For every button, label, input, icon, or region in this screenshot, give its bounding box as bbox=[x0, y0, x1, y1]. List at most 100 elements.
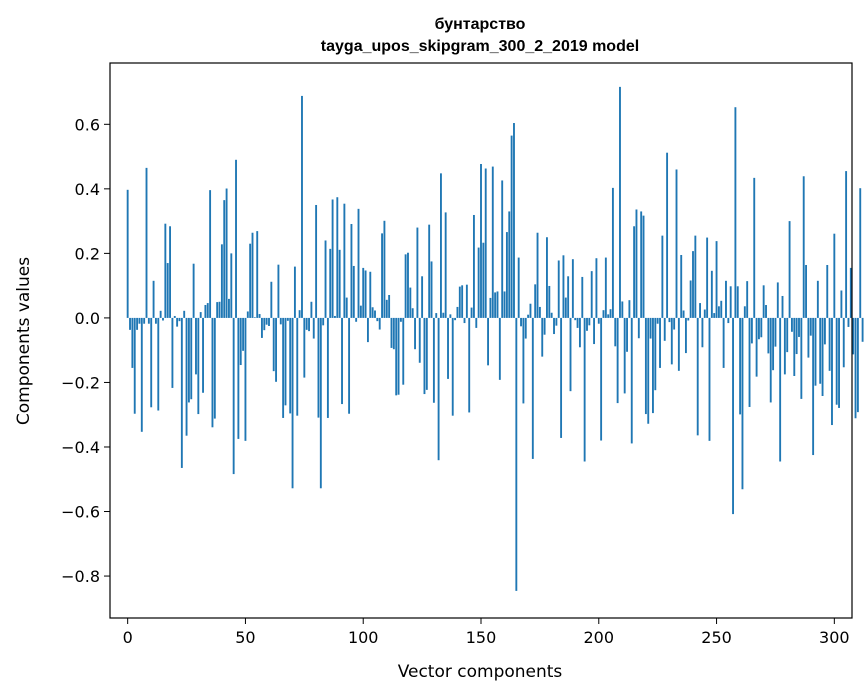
bar-243 bbox=[699, 303, 701, 318]
bar-226 bbox=[659, 317, 661, 368]
bar-180 bbox=[550, 312, 553, 318]
bar-2 bbox=[131, 317, 134, 368]
bar-255 bbox=[727, 317, 730, 324]
bar-220 bbox=[644, 317, 647, 415]
bar-292 bbox=[814, 317, 817, 386]
bar-120 bbox=[409, 287, 412, 318]
bar-157 bbox=[496, 291, 499, 318]
bar-296 bbox=[823, 317, 826, 345]
bar-234 bbox=[677, 317, 680, 371]
bar-164 bbox=[513, 123, 515, 318]
bar-272 bbox=[767, 317, 770, 354]
bar-82 bbox=[319, 317, 322, 489]
x-tick-label: 300 bbox=[819, 628, 850, 647]
bar-214 bbox=[630, 317, 633, 444]
bar-205 bbox=[609, 309, 612, 318]
bar-280 bbox=[786, 317, 789, 353]
bar-97 bbox=[355, 317, 358, 322]
bar-39 bbox=[218, 301, 221, 318]
bar-23 bbox=[180, 317, 183, 468]
bar-251 bbox=[717, 306, 720, 318]
bar-154 bbox=[489, 297, 492, 318]
bar-19 bbox=[171, 317, 174, 388]
bar-41 bbox=[223, 200, 226, 318]
bar-240 bbox=[692, 251, 694, 318]
bar-80 bbox=[315, 204, 318, 318]
bar-258 bbox=[734, 107, 737, 318]
bar-236 bbox=[682, 310, 685, 318]
y-axis-label: Components values bbox=[14, 257, 34, 425]
bar-248 bbox=[710, 270, 713, 318]
bar-101 bbox=[364, 270, 367, 318]
bar-70 bbox=[291, 317, 294, 489]
bar-104 bbox=[371, 307, 374, 318]
bar-262 bbox=[743, 306, 746, 318]
bar-282 bbox=[790, 317, 793, 332]
bar-136 bbox=[447, 317, 449, 379]
bar-61 bbox=[270, 281, 273, 318]
bar-245 bbox=[703, 309, 706, 318]
bar-301 bbox=[835, 317, 838, 405]
bar-88 bbox=[334, 315, 336, 318]
bar-231 bbox=[670, 317, 673, 365]
x-tick-label: 100 bbox=[348, 628, 379, 647]
bar-293 bbox=[816, 280, 819, 318]
bar-275 bbox=[774, 317, 777, 347]
bar-140 bbox=[456, 306, 459, 318]
bar-125 bbox=[421, 276, 424, 318]
bar-153 bbox=[487, 317, 489, 366]
bar-138 bbox=[451, 317, 454, 416]
bar-54 bbox=[253, 317, 256, 318]
bar-77 bbox=[308, 317, 310, 332]
bar-257 bbox=[732, 317, 734, 515]
bar-268 bbox=[758, 317, 760, 340]
bar-213 bbox=[628, 300, 631, 318]
bar-17 bbox=[166, 263, 169, 318]
bar-90 bbox=[338, 249, 341, 318]
bar-312 bbox=[861, 317, 864, 342]
bar-42 bbox=[225, 188, 228, 318]
bar-9 bbox=[147, 317, 150, 324]
bar-149 bbox=[477, 247, 480, 318]
y-tick-label: 0.0 bbox=[75, 309, 100, 328]
bar-132 bbox=[437, 317, 440, 461]
bar-128 bbox=[428, 224, 431, 318]
bar-264 bbox=[748, 317, 751, 407]
bar-150 bbox=[480, 164, 482, 318]
bar-162 bbox=[508, 211, 511, 318]
bar-306 bbox=[847, 317, 850, 327]
bar-198 bbox=[593, 317, 595, 345]
bar-185 bbox=[562, 255, 565, 318]
bar-261 bbox=[741, 317, 744, 490]
bar-279 bbox=[783, 317, 786, 375]
bar-208 bbox=[616, 317, 619, 404]
bar-81 bbox=[317, 317, 320, 418]
y-tick-label: −0.8 bbox=[61, 567, 100, 586]
bar-129 bbox=[430, 261, 433, 318]
bar-307 bbox=[849, 267, 852, 318]
bar-241 bbox=[694, 235, 697, 318]
bar-305 bbox=[845, 171, 848, 318]
bar-170 bbox=[527, 314, 530, 318]
bar-86 bbox=[329, 248, 332, 318]
bar-22 bbox=[178, 317, 181, 322]
bar-239 bbox=[689, 280, 692, 318]
bar-102 bbox=[366, 317, 369, 343]
bar-99 bbox=[359, 305, 362, 318]
bar-44 bbox=[230, 253, 233, 318]
bar-103 bbox=[369, 271, 372, 318]
bar-168 bbox=[522, 317, 525, 404]
bar-135 bbox=[444, 212, 447, 318]
bar-195 bbox=[586, 317, 588, 331]
bar-89 bbox=[336, 197, 339, 318]
bar-92 bbox=[343, 203, 346, 318]
bar-290 bbox=[809, 317, 812, 336]
bar-201 bbox=[600, 317, 603, 441]
bar-76 bbox=[305, 317, 308, 330]
bar-21 bbox=[176, 317, 179, 327]
bar-222 bbox=[649, 317, 652, 339]
bar-249 bbox=[713, 313, 716, 318]
bar-238 bbox=[687, 317, 690, 321]
bar-169 bbox=[524, 317, 527, 339]
bar-106 bbox=[376, 317, 379, 322]
